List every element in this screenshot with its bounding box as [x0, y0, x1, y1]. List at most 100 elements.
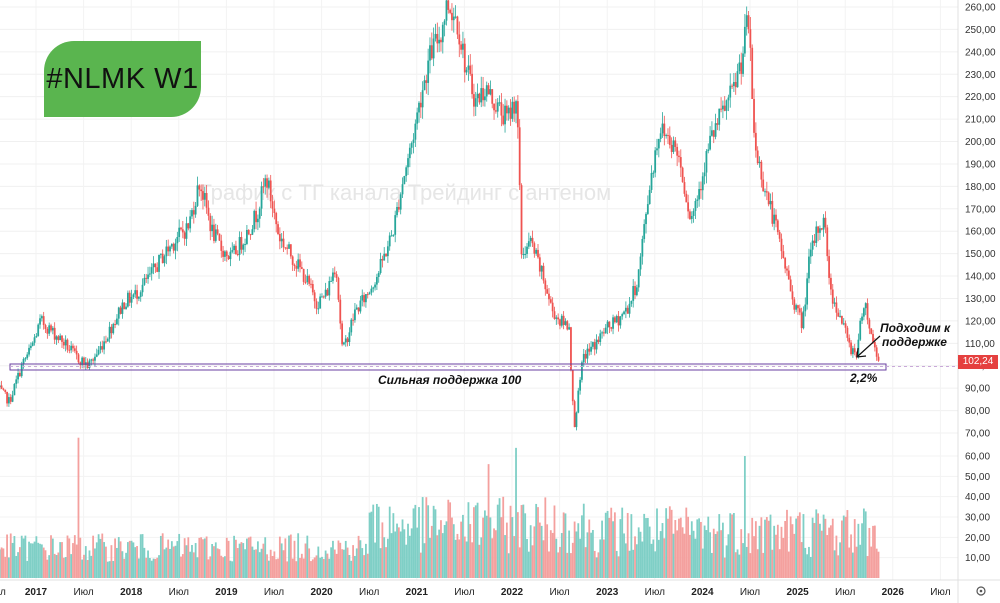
volume-bar [289, 534, 292, 578]
volume-bar [509, 505, 512, 578]
candle [456, 15, 459, 40]
candle [203, 186, 206, 207]
time-tick-label: Июл [454, 587, 474, 598]
candle [703, 162, 706, 185]
volume-bar [861, 523, 863, 578]
volume-bar [780, 526, 783, 578]
volume-bar [203, 538, 206, 578]
candle [95, 348, 98, 358]
candle [264, 174, 267, 195]
price-candles [0, 0, 880, 431]
candle [355, 304, 358, 310]
price-tick-label: 260,00 [965, 3, 996, 14]
volume-bar [207, 559, 210, 578]
price-tick-label: 140,00 [965, 272, 996, 283]
candle [344, 335, 347, 347]
volume-bar [310, 561, 312, 578]
volume-bar [244, 549, 246, 578]
candle [405, 165, 408, 182]
volume-bar [637, 527, 640, 578]
candle [579, 377, 582, 395]
candle [119, 305, 122, 315]
volume-bar [482, 517, 484, 578]
candle [817, 225, 820, 242]
candle [654, 147, 657, 178]
candle [196, 176, 199, 207]
volume-bar [533, 526, 536, 578]
volume-bar [491, 538, 494, 578]
candle [674, 137, 677, 152]
volume-bar [258, 552, 261, 578]
candle [363, 292, 365, 307]
candle [315, 298, 318, 315]
volume-bar [335, 553, 338, 578]
volume-bar [337, 540, 340, 578]
volume-bar [544, 497, 547, 578]
candle [158, 254, 160, 279]
candle [198, 184, 201, 197]
candle [632, 279, 635, 308]
volume-bar [288, 535, 290, 578]
volume-bar [297, 533, 300, 578]
candle [663, 115, 666, 146]
volume-bar [33, 541, 36, 578]
candle [366, 292, 369, 299]
candle [178, 219, 181, 242]
volume-bar [621, 507, 624, 578]
time-tick-label: Июл [549, 587, 569, 598]
volume-bar [399, 531, 402, 578]
candle [214, 223, 217, 243]
volume-bar [236, 548, 239, 578]
volume-bar [443, 525, 446, 578]
volume-bar [372, 504, 375, 578]
candle [564, 318, 567, 326]
candle [176, 231, 179, 252]
candle [346, 336, 349, 347]
candle [29, 342, 32, 351]
candle [61, 335, 63, 349]
volume-bar [386, 538, 389, 578]
volume-bar [566, 552, 569, 578]
candle [789, 275, 792, 292]
volume-bar [809, 556, 812, 578]
volume-bar [540, 525, 543, 578]
volume-bar [119, 541, 122, 578]
volume-bar [804, 547, 807, 578]
volume-bar [224, 556, 226, 578]
candle [683, 176, 686, 197]
volume-bar [295, 561, 298, 578]
candle [216, 224, 219, 236]
volume-bar [507, 553, 510, 578]
candle [75, 345, 78, 360]
candle [256, 214, 259, 231]
candle [262, 178, 265, 194]
candle [233, 244, 235, 254]
candle [24, 357, 27, 362]
volume-bar [267, 560, 270, 578]
volume-bar [116, 547, 118, 578]
candle [835, 296, 838, 320]
candle [465, 67, 468, 76]
volume-bar [311, 559, 314, 578]
volume-bar [562, 512, 565, 578]
time-tick-label: 2017 [25, 587, 48, 598]
volume-bar [73, 535, 76, 578]
volume-bar [571, 542, 574, 578]
volume-bar [319, 557, 322, 578]
candle [540, 265, 543, 280]
volume-bar [484, 510, 486, 578]
candle [128, 290, 131, 307]
candle [379, 252, 382, 275]
volume-bar [586, 532, 589, 578]
volume-bar [767, 520, 770, 578]
settings-icon[interactable] [976, 586, 986, 596]
volume-bar [742, 543, 744, 578]
volume-bar [846, 510, 849, 578]
candle [650, 165, 653, 194]
candle [535, 248, 538, 256]
candle [560, 313, 563, 328]
volume-bar [183, 538, 186, 578]
candle [859, 317, 862, 342]
volume-bar [180, 556, 182, 578]
